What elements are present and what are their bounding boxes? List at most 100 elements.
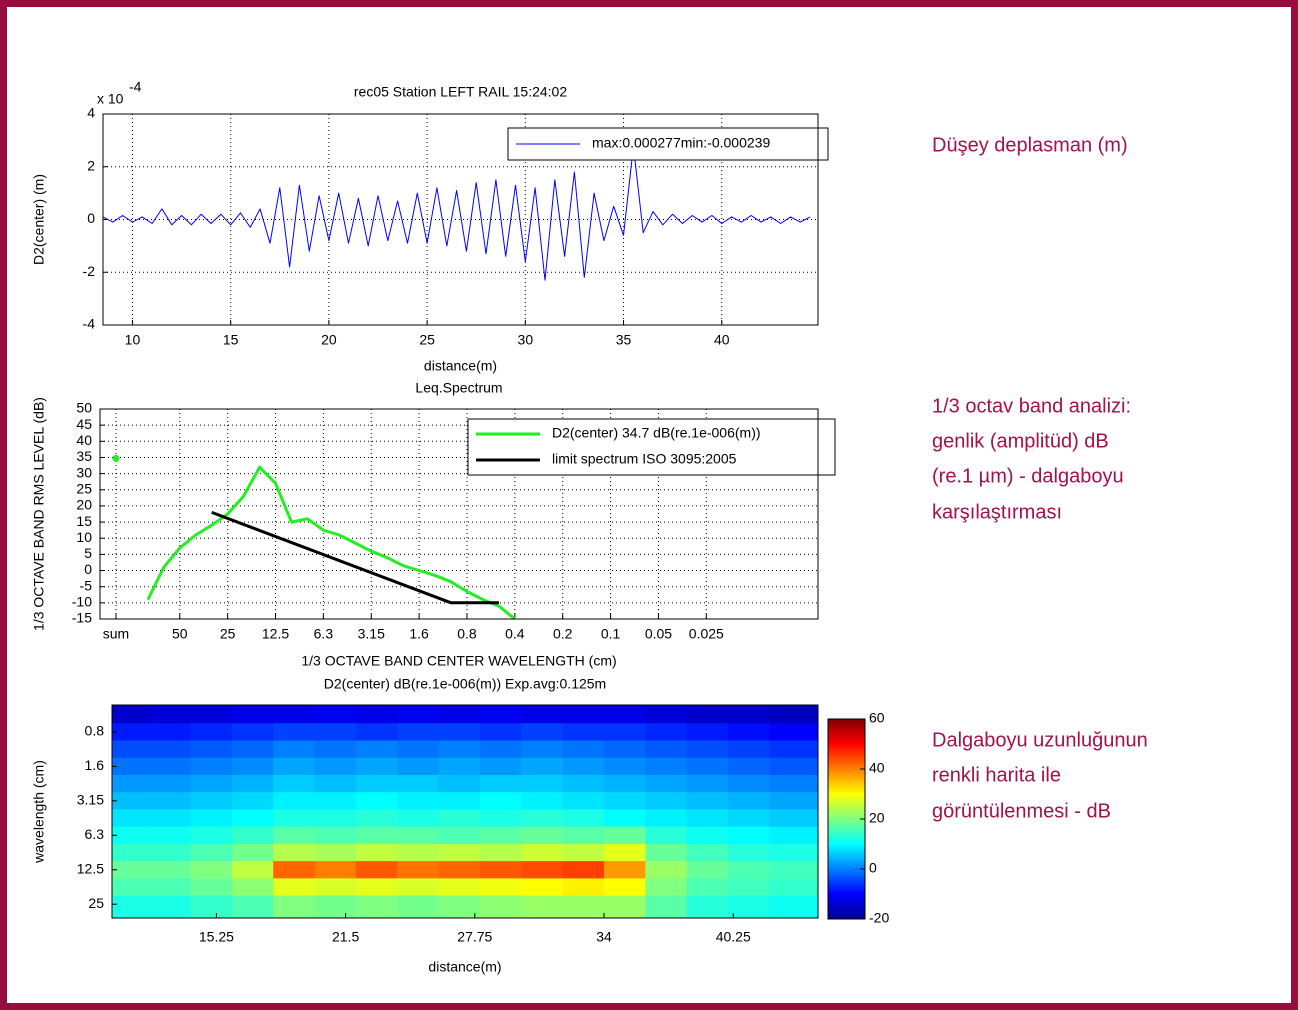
- x-axis-label: distance(m): [424, 358, 497, 374]
- heat-cell: [190, 792, 233, 810]
- heat-cell: [604, 895, 646, 918]
- heat-cell: [728, 757, 770, 776]
- caption-line: renkli harita ile: [932, 764, 1061, 786]
- heat-cell: [521, 895, 564, 918]
- y-tick-label: 2: [87, 157, 95, 173]
- heat-cell: [604, 878, 646, 897]
- heat-cell: [479, 895, 522, 918]
- heat-cell: [769, 878, 818, 897]
- heat-cell: [112, 861, 150, 879]
- x-tick-label: 15.25: [199, 929, 234, 945]
- caption-line: genlik (amplitüd) dB: [932, 430, 1109, 452]
- heat-cell: [645, 843, 688, 862]
- heat-cell: [273, 843, 316, 862]
- heat-cell: [314, 740, 357, 759]
- x-tick-label: 12.5: [262, 626, 289, 642]
- heat-cell: [273, 723, 316, 741]
- y-tick-label: 5: [84, 545, 92, 561]
- heat-cell: [273, 826, 316, 845]
- heat-cell: [273, 792, 316, 810]
- heat-cell: [149, 895, 192, 918]
- heat-cell: [112, 705, 150, 724]
- x-tick-label: 6.3: [314, 626, 334, 642]
- caption-line: (re.1 µm) - dalgaboyu: [932, 465, 1124, 487]
- heat-cell: [479, 809, 522, 828]
- heat-cell: [190, 861, 233, 879]
- heat-cell: [728, 809, 770, 828]
- heat-cell: [645, 895, 688, 918]
- heat-cell: [314, 895, 357, 918]
- y-tick-label: 15: [76, 513, 92, 529]
- x-axis-label: 1/3 OCTAVE BAND CENTER WAVELENGTH (cm): [301, 653, 616, 669]
- x-tick-label: 15: [223, 332, 239, 348]
- y-tick-label: 50: [76, 400, 92, 416]
- heat-cell: [645, 774, 688, 793]
- heat-cell: [728, 861, 770, 879]
- heat-cell: [273, 895, 316, 918]
- y-tick-label: -2: [83, 263, 96, 279]
- heat-cell: [190, 843, 233, 862]
- heat-cell: [397, 740, 440, 759]
- heat-cell: [355, 792, 398, 810]
- heat-cell: [112, 809, 150, 828]
- heat-cell: [604, 757, 646, 776]
- y-tick-label: 45: [76, 416, 92, 432]
- heat-cell: [686, 878, 729, 897]
- heat-cell: [149, 861, 192, 879]
- heat-cell: [231, 723, 274, 741]
- heat-cell: [149, 809, 192, 828]
- heat-cell: [769, 774, 818, 793]
- heatmap: [112, 705, 818, 918]
- heat-cell: [769, 826, 818, 845]
- heat-cell: [397, 774, 440, 793]
- heat-cell: [314, 826, 357, 845]
- heat-cell: [686, 792, 729, 810]
- heat-cell: [521, 792, 564, 810]
- heat-cell: [562, 740, 605, 759]
- x-tick-label: 30: [518, 332, 534, 348]
- heat-cell: [686, 843, 729, 862]
- heat-cell: [397, 843, 440, 862]
- heat-cell: [645, 878, 688, 897]
- heat-cell: [190, 809, 233, 828]
- heat-cell: [479, 861, 522, 879]
- heat-cell: [112, 723, 150, 741]
- heat-cell: [728, 895, 770, 918]
- heat-cell: [149, 826, 192, 845]
- x-tick-label: 34: [596, 929, 612, 945]
- heat-cell: [314, 757, 357, 776]
- heat-cell: [314, 843, 357, 862]
- heat-cell: [479, 723, 522, 741]
- heat-cell: [479, 826, 522, 845]
- heat-cell: [273, 861, 316, 879]
- caption-line: 1/3 octav band analizi:: [932, 395, 1131, 417]
- heat-cell: [645, 723, 688, 741]
- series-line: [146, 465, 516, 621]
- heat-cell: [273, 705, 316, 724]
- heat-cell: [112, 878, 150, 897]
- axes-frame: [102, 113, 819, 326]
- heat-cell: [562, 826, 605, 845]
- heat-cell: [149, 723, 192, 741]
- heat-cell: [149, 757, 192, 776]
- heat-cell: [190, 757, 233, 776]
- heat-cell: [355, 757, 398, 776]
- legend-label: D2(center) 34.7 dB(re.1e-006(m)): [552, 425, 761, 441]
- caption-line: Dalgaboyu uzunluğunun: [932, 729, 1148, 751]
- heat-cell: [438, 757, 481, 776]
- heat-cell: [686, 740, 729, 759]
- y-tick-label: 6.3: [85, 826, 105, 842]
- chart-title: rec05 Station LEFT RAIL 15:24:02: [354, 84, 567, 100]
- heat-cell: [562, 774, 605, 793]
- heat-cell: [273, 757, 316, 776]
- y-axis-label: D2(center) (m): [31, 174, 47, 265]
- heat-cell: [479, 774, 522, 793]
- colorbar: [827, 718, 866, 920]
- heat-cell: [397, 861, 440, 879]
- heat-cell: [562, 895, 605, 918]
- legend-box: [467, 418, 836, 476]
- heat-cell: [231, 705, 274, 724]
- heat-cell: [231, 792, 274, 810]
- heat-cell: [438, 809, 481, 828]
